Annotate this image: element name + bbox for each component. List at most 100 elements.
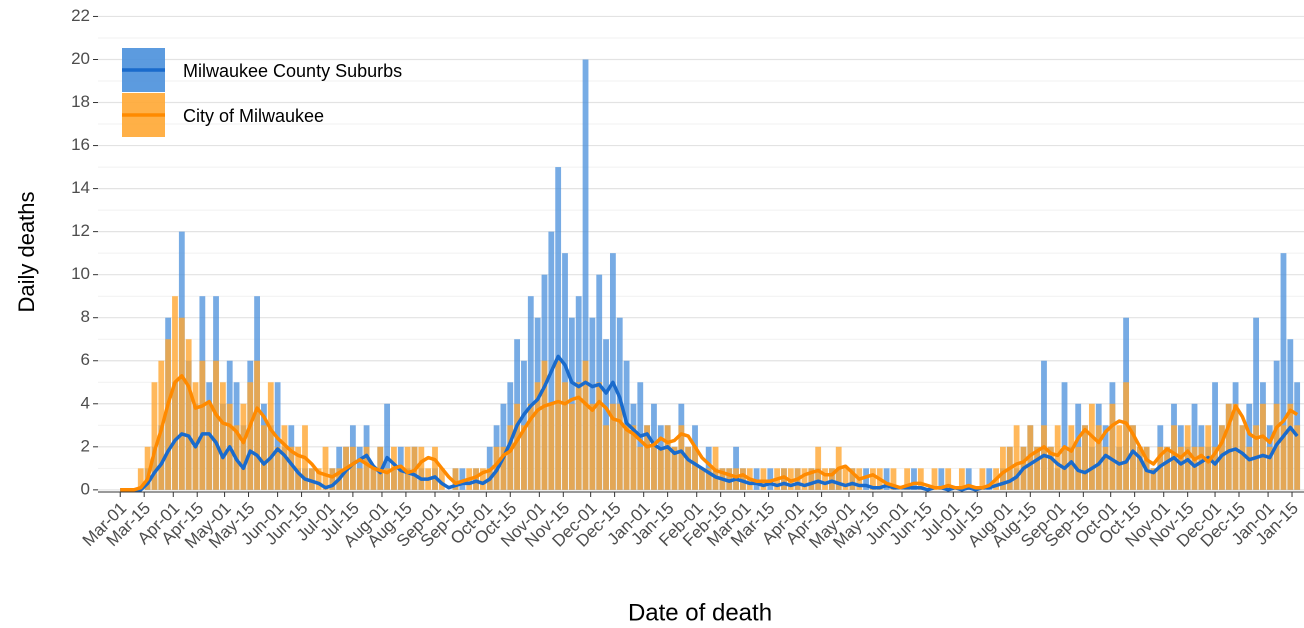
bar	[548, 231, 555, 490]
bar	[219, 382, 226, 490]
bar	[1054, 425, 1061, 490]
bar	[1123, 382, 1130, 490]
bar	[137, 468, 144, 490]
bar	[404, 446, 411, 490]
bar	[1082, 425, 1088, 490]
bar	[541, 360, 548, 490]
legend-label: Milwaukee County Suburbs	[183, 61, 402, 81]
bar	[1184, 425, 1191, 490]
bar	[1280, 253, 1287, 490]
bar	[979, 468, 986, 490]
bar	[849, 468, 856, 490]
bar	[753, 468, 760, 490]
bar	[1130, 425, 1136, 490]
bar	[630, 425, 637, 490]
bar	[815, 446, 822, 490]
bar	[911, 468, 917, 490]
bar	[582, 360, 589, 490]
bar	[692, 446, 698, 490]
bar	[432, 446, 438, 490]
y-tick-label: 6	[81, 350, 90, 369]
bar	[1150, 468, 1157, 490]
y-tick-label: 0	[81, 479, 90, 498]
bar	[870, 468, 876, 490]
y-tick-label: 18	[71, 92, 90, 111]
bar	[349, 446, 356, 490]
bar	[1177, 446, 1184, 490]
bar	[527, 296, 534, 490]
bar	[555, 167, 562, 490]
bar	[575, 382, 582, 490]
bar	[740, 468, 746, 490]
bar	[863, 468, 869, 490]
bar	[377, 446, 384, 490]
bar	[1047, 446, 1054, 490]
minor-grid	[98, 37, 1304, 469]
bar	[808, 468, 815, 490]
bar	[623, 425, 630, 490]
bar	[1116, 425, 1123, 490]
bar	[165, 339, 172, 490]
bar	[397, 468, 404, 490]
bar	[555, 360, 562, 490]
bar	[514, 403, 521, 490]
bar	[267, 382, 274, 490]
bar	[288, 446, 295, 490]
bar	[822, 468, 828, 490]
average-line	[120, 374, 1299, 492]
bar	[767, 468, 774, 490]
bar	[726, 468, 733, 490]
bar	[1239, 425, 1246, 490]
bar	[1164, 446, 1171, 490]
bar	[548, 403, 555, 490]
bar	[904, 468, 911, 490]
bar	[986, 468, 993, 490]
bar	[1266, 446, 1273, 490]
bar	[144, 446, 151, 490]
bar	[883, 468, 890, 490]
bar	[356, 468, 363, 490]
y-tick-label: 20	[71, 49, 90, 68]
bar	[644, 425, 651, 490]
bar	[178, 317, 185, 490]
bar	[609, 253, 616, 490]
bar	[589, 403, 596, 490]
bar	[917, 468, 924, 490]
bar	[199, 360, 206, 490]
bar	[1095, 425, 1102, 490]
bar	[1232, 403, 1239, 490]
bar	[261, 425, 267, 490]
bar	[1068, 425, 1075, 490]
legend-label: City of Milwaukee	[183, 106, 324, 126]
y-tick-label: 22	[71, 6, 90, 25]
bar	[322, 446, 329, 490]
bar	[295, 446, 302, 490]
bar	[664, 425, 671, 490]
y-tick-label: 16	[71, 135, 90, 154]
bar	[562, 382, 568, 490]
bar	[500, 446, 507, 490]
bar	[616, 403, 623, 490]
y-tick-label: 2	[81, 436, 90, 455]
y-tick-label: 14	[71, 178, 90, 197]
bar	[274, 446, 281, 490]
bar	[698, 468, 705, 490]
bar	[1041, 425, 1047, 490]
bar	[1253, 317, 1260, 490]
bar	[657, 446, 664, 490]
bar	[596, 382, 603, 490]
bar	[801, 468, 808, 490]
bar	[1088, 403, 1095, 490]
bar	[329, 468, 336, 490]
bar	[1041, 360, 1047, 490]
bar	[459, 468, 466, 490]
bar	[562, 253, 568, 490]
bar	[685, 446, 692, 490]
bar	[958, 468, 965, 490]
bar	[315, 468, 322, 490]
bar	[842, 468, 849, 490]
bar	[507, 425, 514, 490]
bar	[534, 382, 541, 490]
bar	[418, 446, 425, 490]
